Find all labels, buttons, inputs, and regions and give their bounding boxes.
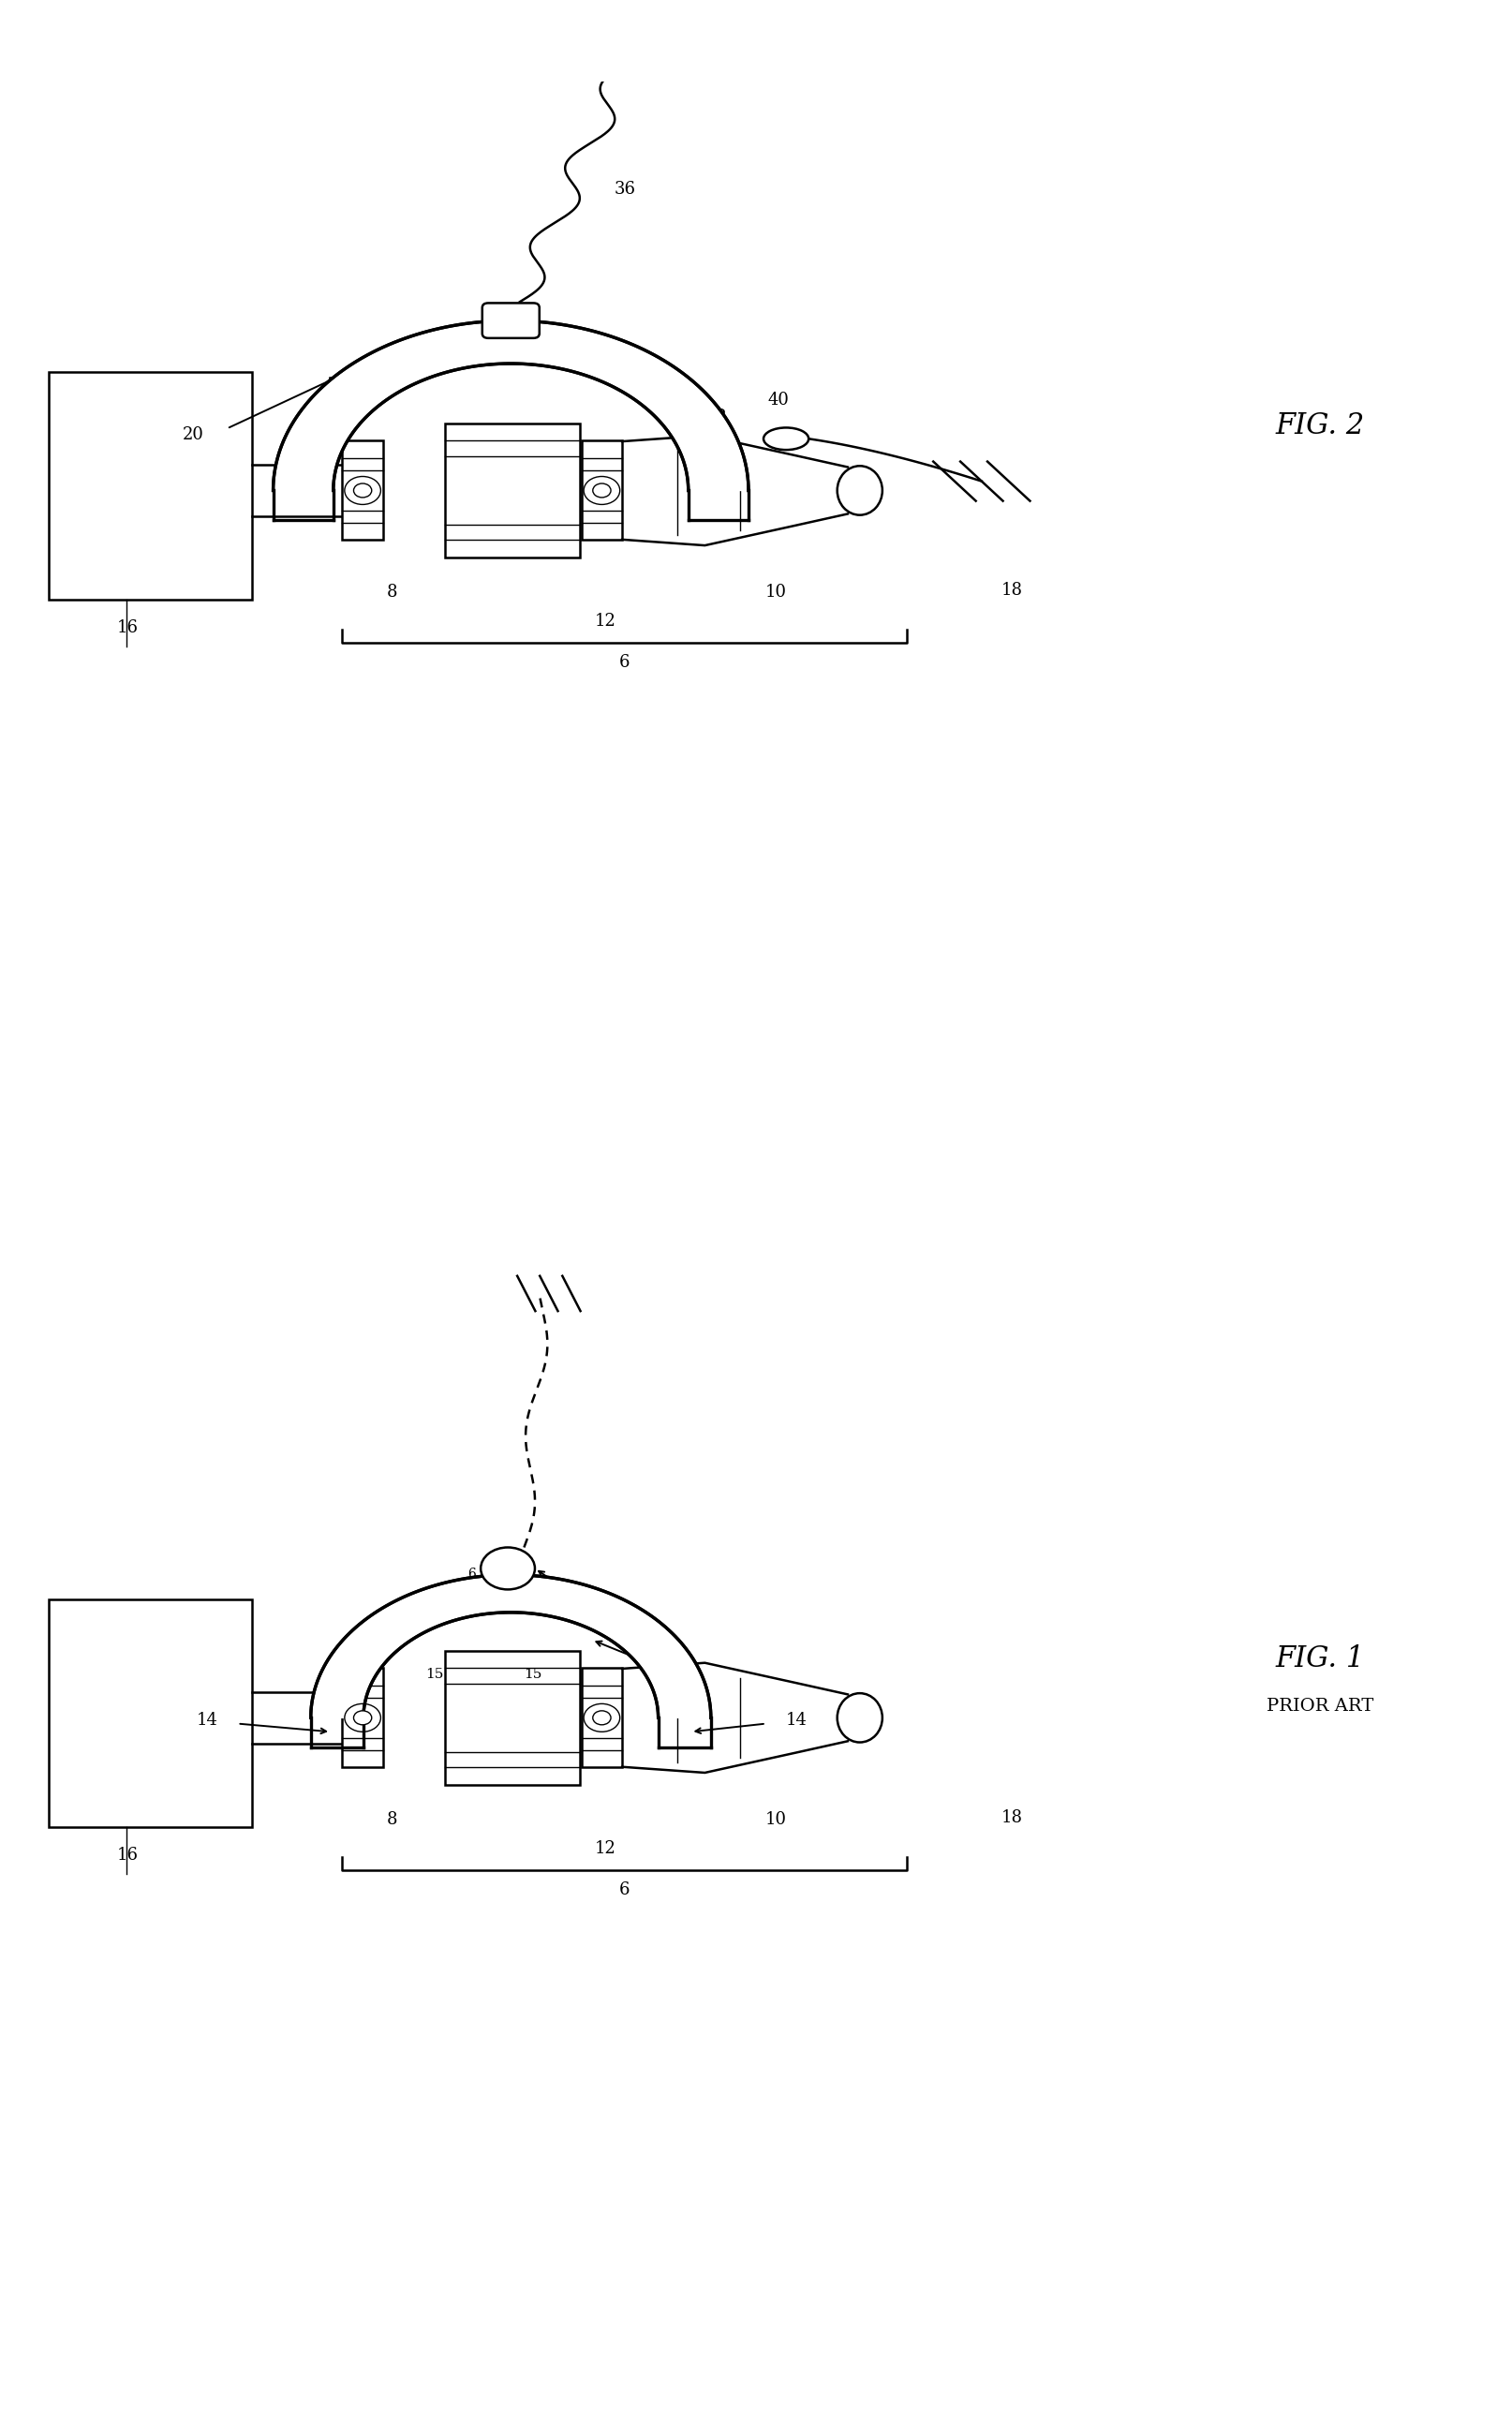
Circle shape	[593, 1711, 611, 1725]
Text: 12: 12	[594, 1841, 617, 1858]
Text: 14: 14	[786, 1711, 807, 1728]
Circle shape	[584, 1703, 620, 1732]
Text: 10: 10	[765, 584, 786, 601]
FancyBboxPatch shape	[342, 441, 383, 540]
Text: 2: 2	[658, 1626, 668, 1643]
Text: PRIOR ART: PRIOR ART	[1267, 1699, 1373, 1715]
FancyBboxPatch shape	[582, 1667, 621, 1766]
Circle shape	[354, 1711, 372, 1725]
Ellipse shape	[838, 1694, 883, 1742]
Text: 15: 15	[523, 1667, 541, 1682]
Polygon shape	[274, 320, 748, 489]
Circle shape	[345, 477, 381, 504]
Text: FIG. 1: FIG. 1	[1276, 1645, 1365, 1674]
Text: 6: 6	[618, 654, 631, 671]
Text: 18: 18	[1001, 1810, 1022, 1827]
FancyBboxPatch shape	[48, 1599, 253, 1827]
FancyBboxPatch shape	[445, 424, 581, 557]
Text: 38: 38	[670, 0, 691, 2]
Text: 40: 40	[768, 393, 789, 409]
FancyBboxPatch shape	[445, 1650, 581, 1786]
Circle shape	[345, 1703, 381, 1732]
Text: 22: 22	[706, 407, 727, 424]
Polygon shape	[621, 1662, 848, 1774]
Ellipse shape	[838, 465, 883, 516]
Text: 10: 10	[765, 1812, 786, 1827]
Circle shape	[354, 485, 372, 497]
Text: 14: 14	[197, 1711, 218, 1728]
Polygon shape	[621, 436, 848, 545]
Text: 18: 18	[1001, 582, 1022, 598]
Circle shape	[584, 477, 620, 504]
FancyBboxPatch shape	[482, 303, 540, 339]
Polygon shape	[311, 1575, 711, 1718]
Text: 15: 15	[425, 1667, 443, 1682]
Text: 6: 6	[469, 1568, 476, 1580]
Text: 24: 24	[587, 354, 608, 371]
Text: 8: 8	[387, 584, 398, 601]
Text: 16: 16	[116, 1846, 138, 1863]
FancyBboxPatch shape	[342, 1667, 383, 1766]
Text: 16: 16	[116, 618, 138, 635]
FancyBboxPatch shape	[582, 441, 621, 540]
Circle shape	[481, 1548, 535, 1589]
Circle shape	[593, 485, 611, 497]
Text: 20: 20	[183, 426, 204, 443]
Text: 12: 12	[594, 613, 617, 630]
Text: 6: 6	[618, 1880, 631, 1897]
Text: FIG. 2: FIG. 2	[1276, 412, 1365, 441]
FancyBboxPatch shape	[620, 0, 659, 7]
Text: 36: 36	[614, 182, 637, 199]
Text: 8: 8	[387, 1812, 398, 1827]
FancyBboxPatch shape	[48, 373, 253, 601]
Ellipse shape	[764, 426, 809, 451]
Text: 4: 4	[683, 1657, 694, 1674]
